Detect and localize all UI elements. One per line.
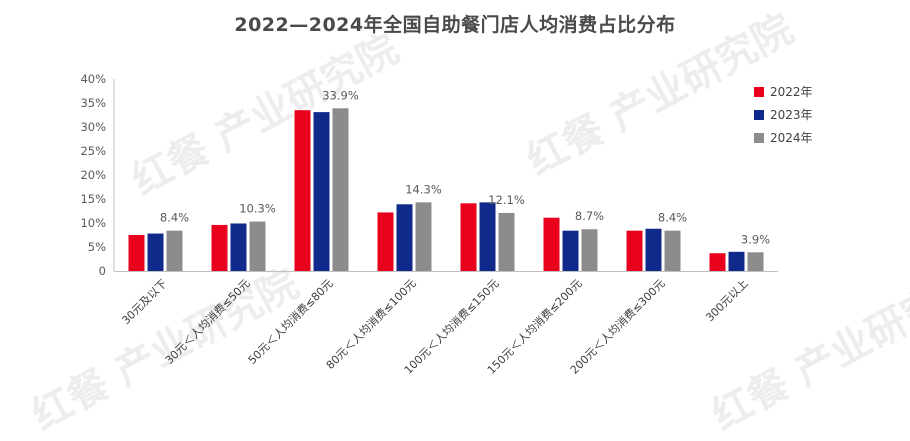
legend: 2022年 2023年 2024年	[754, 80, 813, 149]
bar-2022年-4	[460, 203, 477, 271]
bar-2023年-6	[645, 228, 662, 271]
bar-2024年-1	[249, 221, 266, 271]
x-tick-label: 50元＜人均消费≤80元	[245, 276, 336, 367]
bar-2022年-0	[128, 235, 145, 271]
bar-2023年-4	[479, 202, 496, 271]
legend-label-2024: 2024年	[770, 131, 813, 145]
bar-2022年-5	[543, 217, 560, 271]
legend-swatch-2023	[754, 109, 764, 120]
bar-2022年-3	[377, 212, 394, 271]
y-tick-label: 5%	[88, 240, 106, 254]
x-tick-label: 30元＜人均消费≤50元	[162, 276, 253, 367]
bar-2024年-5	[581, 229, 598, 271]
bar-2024年-6	[664, 230, 681, 271]
bar-2022年-6	[626, 230, 643, 271]
legend-item-2024: 2024年	[754, 126, 813, 149]
legend-swatch-2024	[754, 132, 764, 143]
legend-item-2023: 2023年	[754, 103, 813, 126]
bar-2023年-3	[396, 204, 413, 271]
bar-2024年-7	[747, 252, 764, 271]
y-tick-label: 15%	[80, 192, 106, 206]
bar-2023年-0	[147, 233, 164, 271]
data-label: 8.4%	[658, 211, 687, 225]
y-tick-label: 30%	[80, 120, 106, 134]
data-label: 10.3%	[239, 202, 276, 216]
legend-swatch-2022	[754, 86, 764, 97]
bar-2023年-5	[562, 230, 579, 271]
y-tick-label: 0	[99, 264, 106, 278]
x-tick-label: 150元＜人均消费≤200元	[484, 276, 585, 377]
x-tick-label: 30元及以下	[119, 277, 169, 327]
y-tick-label: 25%	[80, 144, 106, 158]
bar-2023年-2	[313, 112, 330, 272]
x-tick-label: 80元＜人均消费≤100元	[323, 276, 419, 372]
x-tick-label: 200元＜人均消费≤300元	[567, 276, 668, 377]
y-tick-label: 10%	[80, 216, 106, 230]
bar-2024年-4	[498, 212, 515, 271]
legend-label-2022: 2022年	[770, 85, 813, 99]
y-tick-label: 20%	[80, 168, 106, 182]
bar-2022年-1	[211, 224, 228, 271]
data-label: 14.3%	[405, 182, 442, 196]
data-label: 3.9%	[741, 232, 770, 246]
bar-2022年-7	[709, 253, 726, 271]
data-label: 8.7%	[575, 209, 604, 223]
legend-item-2022: 2022年	[754, 80, 813, 103]
bar-2024年-0	[166, 230, 183, 271]
bar-2022年-2	[294, 110, 311, 271]
legend-label-2023: 2023年	[770, 108, 813, 122]
y-tick-label: 35%	[80, 96, 106, 110]
bar-chart: 0 5% 10% 15% 20% 25% 30% 35% 40% 8.4% 30元及以下 10.3% 3…	[80, 72, 778, 377]
data-label: 8.4%	[160, 211, 189, 225]
data-label: 33.9%	[322, 88, 359, 102]
x-tick-label: 100元＜人均消费≤150元	[401, 276, 502, 377]
bar-2023年-7	[728, 251, 745, 271]
y-tick-label: 40%	[80, 72, 106, 86]
bar-2023年-1	[230, 223, 247, 271]
chart-title: 2022—2024年全国自助餐门店人均消费占比分布	[234, 14, 676, 36]
bar-2024年-3	[415, 202, 432, 271]
data-label: 12.1%	[488, 193, 525, 207]
bar-2024年-2	[332, 108, 349, 271]
x-tick-label: 300元以上	[703, 277, 750, 324]
